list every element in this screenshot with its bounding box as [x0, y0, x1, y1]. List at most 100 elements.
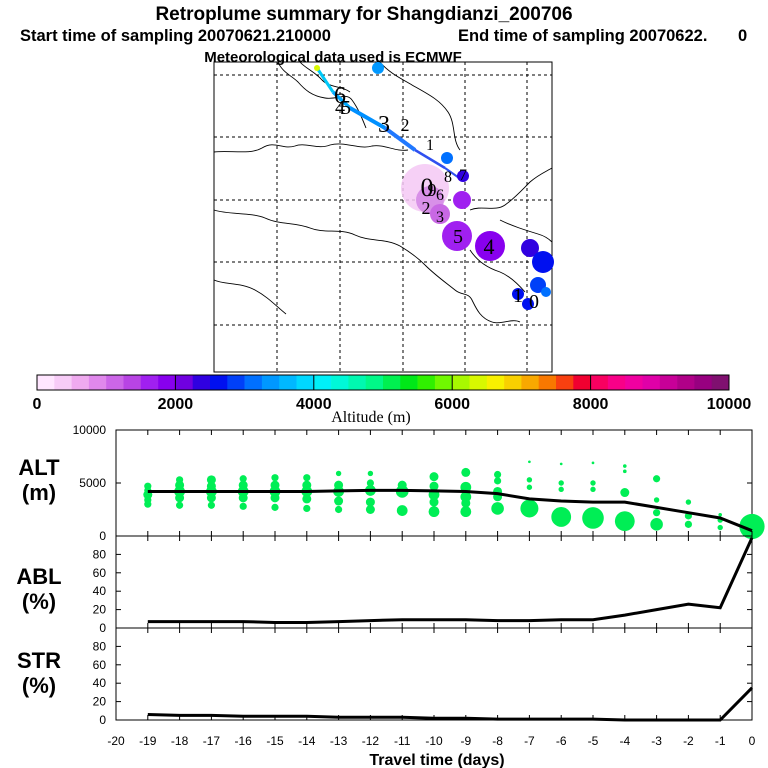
y-tick-label: 80: [93, 547, 107, 561]
y-tick-label: 60: [93, 658, 107, 672]
trajectory-label: 8: [444, 169, 452, 186]
y-tick-label: 60: [93, 566, 107, 580]
abl-panel-title: ABL: [16, 564, 61, 589]
trajectory-label: 1: [513, 285, 523, 307]
alt-cluster-point: [270, 493, 280, 503]
abl-line: [147, 537, 754, 624]
alt-cluster-point: [239, 475, 247, 483]
x-tick-label: -1: [715, 734, 726, 748]
altitude-colorbar: 0 2000 4000 6000 8000 10000 Altitude (m): [33, 374, 752, 426]
x-tick-label: -4: [619, 734, 630, 748]
map-gridlines: [214, 62, 552, 372]
colorbar-cell: [261, 375, 280, 390]
colorbar-cell: [642, 375, 661, 390]
map-frame: [213, 61, 553, 373]
alt-cluster-point: [739, 513, 765, 540]
alt-panel-unit: (m): [22, 480, 56, 505]
alt-cluster-point: [303, 504, 311, 513]
alt-cluster-point: [582, 507, 604, 529]
trajectory-label: 3: [436, 209, 444, 226]
y-tick-label: 20: [93, 603, 107, 617]
colorbar-cell: [244, 375, 263, 390]
colorbar-cell: [279, 375, 297, 390]
alt-cluster-point: [206, 493, 216, 503]
colorbar-cell: [365, 375, 384, 390]
colorbar-cell: [625, 375, 643, 390]
cluster-dots: [314, 62, 554, 310]
cluster-dot: [442, 221, 472, 251]
alt-cluster-point: [175, 493, 185, 503]
alt-cluster-point: [591, 461, 595, 465]
alt-cluster-point: [494, 470, 502, 479]
trajectory-label: 1: [426, 137, 434, 154]
x-tick-label: -9: [460, 734, 471, 748]
alt-cluster-point: [620, 488, 630, 498]
alt-cluster-point: [335, 470, 342, 477]
x-tick-label: -16: [235, 734, 253, 748]
cluster-dot: [314, 65, 320, 71]
start-time-label: Start time of sampling 20070621.210000: [20, 27, 331, 45]
alt-ytick: 10000: [73, 423, 107, 437]
colorbar-cell: [88, 375, 107, 390]
x-tick-label: -17: [203, 734, 221, 748]
x-tick-label: 0: [749, 734, 756, 748]
x-tick-label: -19: [139, 734, 157, 748]
alt-cluster-point: [428, 506, 440, 518]
panel-abl: ABL (%) 80 60 40 20 0: [16, 535, 754, 635]
cluster-dot: [512, 288, 524, 300]
alt-cluster-point: [526, 484, 533, 490]
panel-str: STR (%) 80 60 40 20 0: [17, 627, 754, 727]
alt-cluster-point: [653, 475, 661, 483]
alt-cluster-point: [335, 505, 343, 514]
alt-cluster-point: [365, 505, 375, 514]
trajectory-label: 3: [378, 112, 390, 138]
alt-cluster-point: [461, 498, 471, 508]
colorbar-cell: [677, 375, 695, 390]
colorbar-tick-label: 8000: [573, 396, 609, 413]
colorbar-cell: [210, 375, 228, 390]
colorbar-cell: [556, 375, 574, 390]
colorbar-cell: [607, 375, 626, 390]
colorbar-cell: [54, 375, 72, 390]
str-panel-title: STR: [17, 648, 61, 673]
str-panel-unit: (%): [22, 673, 56, 698]
panel-alt: ALT (m) 10000 5000 0: [18, 423, 765, 543]
y-tick-label: 40: [93, 676, 107, 690]
colorbar-tick-label: 10000: [707, 396, 752, 413]
alt-cluster-point: [520, 499, 539, 518]
y-tick-label: 0: [99, 621, 106, 635]
alt-cluster-point: [623, 464, 627, 468]
colorbar-cell: [573, 375, 591, 390]
alt-cluster-point: [559, 462, 563, 466]
alt-cluster-point: [460, 506, 472, 518]
cluster-dot: [372, 62, 384, 74]
colorbar-tick-label: 4000: [296, 396, 332, 413]
alt-cluster-point: [271, 503, 279, 511]
x-tick-label: -13: [330, 734, 348, 748]
x-axis-title: Travel time (days): [369, 752, 504, 768]
x-tick-label: -6: [556, 734, 567, 748]
alt-cluster-point: [528, 460, 531, 464]
alt-cluster-point: [460, 491, 472, 503]
alt-cluster-point: [460, 481, 472, 493]
alt-cluster-point: [334, 496, 344, 506]
met-data-label: Meteorological data used is ECMWF: [204, 49, 462, 66]
trajectory-label: 4: [335, 97, 345, 119]
x-tick-label: -18: [171, 734, 189, 748]
colorbar-cell: [313, 375, 332, 390]
colorbar-cell: [469, 375, 488, 390]
alt-cluster-point: [396, 505, 408, 516]
alt-cluster-point: [144, 500, 152, 508]
colorbar-cell: [417, 375, 436, 390]
colorbar-cell: [227, 375, 245, 390]
alt-mean-line: [147, 488, 753, 533]
alt-cluster-point: [558, 486, 564, 493]
cluster-dot: [430, 204, 450, 224]
x-tick-label: -11: [394, 734, 411, 748]
colorbar-cell: [348, 375, 366, 390]
alt-cluster-point: [367, 470, 374, 477]
alt-cluster-point: [551, 507, 572, 527]
